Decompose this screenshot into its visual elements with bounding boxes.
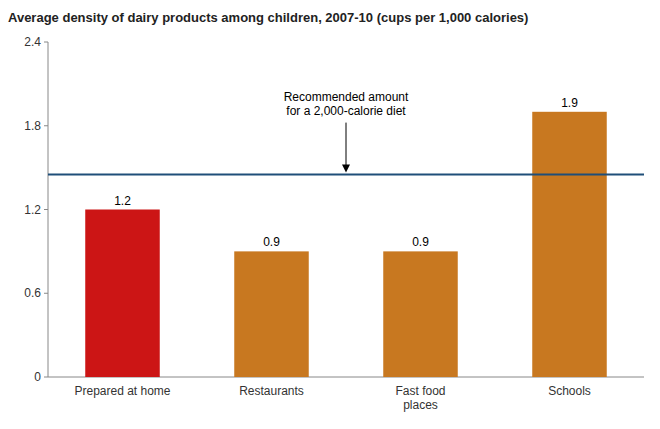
y-tick <box>44 377 48 378</box>
annotation-text: Recommended amountfor a 2,000-calorie di… <box>284 90 409 118</box>
y-tick <box>44 125 48 126</box>
y-tick-label: 1.8 <box>24 119 41 133</box>
data-label: 1.9 <box>561 96 578 110</box>
x-tick-label: Schools <box>548 384 591 398</box>
x-tick-label: Fast foodplaces <box>395 384 445 412</box>
x-tick-label: Restaurants <box>239 384 304 398</box>
data-labels: 1.2 0.9 0.9 1.9 <box>114 96 578 250</box>
data-label: 1.2 <box>114 194 131 208</box>
chart-svg: Average density of dairy products among … <box>0 0 660 429</box>
title: Average density of dairy products among … <box>8 10 528 25</box>
bar <box>383 251 458 377</box>
y-tick-label: 2.4 <box>24 35 41 49</box>
text-line: for a 2,000-calorie diet <box>286 104 406 118</box>
y-tick <box>44 209 48 210</box>
annotation-arrowhead <box>342 165 350 173</box>
text-line: Schools <box>548 384 591 398</box>
bar <box>85 210 160 378</box>
annotation-arrow <box>346 123 347 166</box>
y-tick <box>44 42 48 43</box>
text-line: Fast food <box>395 384 445 398</box>
chart-container: Average density of dairy products among … <box>0 0 660 429</box>
data-label: 0.9 <box>412 235 429 249</box>
annotation: Recommended amountfor a 2,000-calorie di… <box>284 90 409 173</box>
reference-line-group <box>48 174 644 175</box>
x-tick-label: Prepared at home <box>74 384 170 398</box>
y-tick <box>44 293 48 294</box>
y-tick-label: 1.2 <box>24 203 41 217</box>
text-line: places <box>403 398 438 412</box>
reference-line <box>48 174 644 176</box>
bars <box>85 112 607 377</box>
x-axis: Prepared at home Restaurants Fast foodplac… <box>48 377 644 412</box>
data-label: 0.9 <box>263 235 280 249</box>
text-line: Prepared at home <box>74 384 170 398</box>
y-tick-label: 0 <box>34 370 41 384</box>
text-line: Recommended amount <box>284 90 409 104</box>
y-axis: 0 0.6 1.2 1.8 2.4 <box>24 35 48 384</box>
text-line: Restaurants <box>239 384 304 398</box>
bar <box>532 112 607 377</box>
y-tick-label: 0.6 <box>24 286 41 300</box>
bar <box>234 251 309 377</box>
